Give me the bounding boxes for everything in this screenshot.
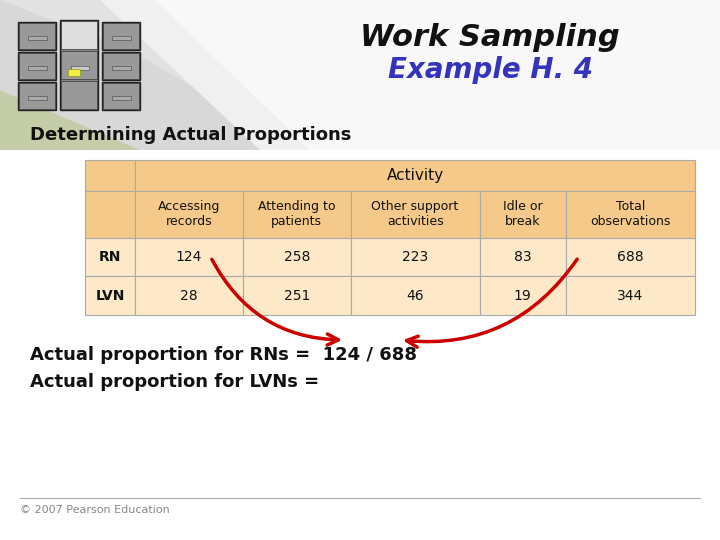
Text: Total
observations: Total observations: [590, 200, 670, 228]
Polygon shape: [0, 0, 720, 150]
Bar: [480, 191, 566, 238]
Bar: [68, 69, 80, 76]
Bar: [351, 191, 480, 238]
Bar: [135, 160, 695, 191]
Bar: [102, 22, 140, 50]
Text: Actual proportion for LVNs =: Actual proportion for LVNs =: [30, 373, 319, 391]
Polygon shape: [200, 0, 720, 150]
Polygon shape: [155, 0, 720, 150]
Bar: [60, 20, 98, 110]
Bar: [480, 238, 566, 276]
Text: Example H. 4: Example H. 4: [387, 56, 593, 84]
Bar: [112, 36, 130, 39]
Bar: [18, 22, 56, 50]
Text: Work Sampling: Work Sampling: [360, 23, 620, 51]
Bar: [18, 83, 56, 110]
Text: Other support
activities: Other support activities: [372, 200, 459, 228]
Text: Determining Actual Proportions: Determining Actual Proportions: [30, 126, 351, 144]
Bar: [61, 81, 97, 109]
Bar: [135, 238, 243, 276]
Polygon shape: [0, 0, 200, 150]
Bar: [112, 96, 130, 99]
Bar: [351, 276, 480, 315]
Text: 223: 223: [402, 250, 428, 264]
Bar: [480, 276, 566, 315]
Bar: [27, 66, 47, 70]
Text: Accessing
records: Accessing records: [158, 200, 220, 228]
Text: RN: RN: [99, 250, 121, 264]
Text: 258: 258: [284, 250, 310, 264]
Bar: [243, 238, 351, 276]
Bar: [112, 66, 130, 70]
Bar: [85, 276, 135, 315]
Bar: [103, 23, 139, 49]
Bar: [27, 96, 47, 99]
Bar: [566, 191, 695, 238]
Bar: [102, 83, 140, 110]
Text: Activity: Activity: [387, 168, 444, 183]
Polygon shape: [120, 0, 720, 150]
Text: Attending to
patients: Attending to patients: [258, 200, 336, 228]
Text: 28: 28: [180, 288, 198, 302]
Polygon shape: [100, 0, 720, 150]
Text: 251: 251: [284, 288, 310, 302]
Text: 344: 344: [617, 288, 644, 302]
Bar: [566, 238, 695, 276]
Bar: [27, 36, 47, 39]
Bar: [19, 23, 55, 49]
Text: © 2007 Pearson Education: © 2007 Pearson Education: [20, 505, 170, 515]
Bar: [71, 66, 89, 70]
Bar: [18, 52, 56, 80]
Bar: [135, 191, 243, 238]
Bar: [103, 53, 139, 79]
Bar: [243, 276, 351, 315]
Bar: [85, 191, 135, 238]
Bar: [103, 83, 139, 109]
Bar: [61, 21, 97, 49]
Polygon shape: [0, 0, 720, 150]
Text: Actual proportion for RNs =  124 / 688: Actual proportion for RNs = 124 / 688: [30, 346, 417, 364]
Bar: [351, 238, 480, 276]
Text: 124: 124: [176, 250, 202, 264]
Text: 46: 46: [406, 288, 424, 302]
Bar: [0, 150, 720, 540]
Bar: [102, 52, 140, 80]
Text: 83: 83: [514, 250, 531, 264]
Text: Idle or
break: Idle or break: [503, 200, 543, 228]
Bar: [85, 160, 135, 191]
Bar: [243, 191, 351, 238]
Bar: [135, 276, 243, 315]
Bar: [566, 276, 695, 315]
Bar: [19, 53, 55, 79]
Text: 19: 19: [514, 288, 531, 302]
Text: LVN: LVN: [96, 288, 125, 302]
Text: 688: 688: [617, 250, 644, 264]
Bar: [85, 238, 135, 276]
Bar: [61, 51, 97, 79]
Bar: [19, 83, 55, 109]
